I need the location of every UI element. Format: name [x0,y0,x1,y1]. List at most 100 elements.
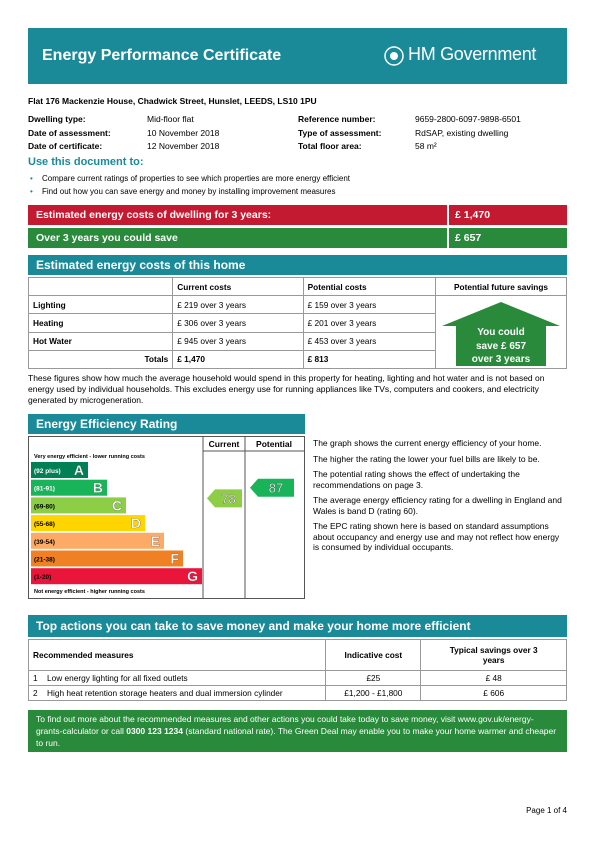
rating-band [31,532,164,549]
cell [27,277,174,296]
savings-text: over 3 years [472,354,531,365]
rating-arrow [250,478,294,497]
band-letter: E [151,533,160,549]
band-range: (69-80) [34,503,55,510]
footer-text: To find out more about the recommended m… [36,714,534,736]
cell: £ 306 over 3 years [172,313,304,333]
row: Recommended measures Indicative cost Typ… [27,639,567,671]
cell: Heating [27,313,174,333]
summary-label: Over 3 years you could save [36,232,178,244]
cell: 1 [28,670,43,686]
logo: HM Government [408,44,537,64]
cell: 2 [28,685,43,701]
use-item: Compare current ratings of properties to… [28,174,350,187]
section-header: Estimated energy costs of this home [28,255,567,275]
cell: Lighting [27,294,174,315]
summary-label: Estimated energy costs of dwelling for 3… [36,209,272,221]
summary-value: £ 657 [455,232,482,244]
band-letter: A [74,462,84,478]
detail-value: 12 November 2018 [147,141,220,151]
summary-save: Over 3 years you could save £ 657 [28,228,567,248]
use-item: Find out how you can save energy and mon… [28,187,350,200]
row: Totals £ 1,470 £ 813 [27,349,567,370]
divider [447,205,449,225]
rating-band [31,479,107,496]
cell: £ 945 over 3 years [172,331,304,351]
paragraph: The potential rating shows the effect of… [313,469,520,490]
band-range: (92 plus) [34,468,61,475]
cell: £ 159 over 3 years [302,294,437,315]
column-header: Current [209,439,240,449]
cell: £ 813 [302,349,437,370]
footer-text: (standard national rate). The Green Deal… [36,726,557,748]
detail-value: Mid-floor flat [147,114,194,124]
cell: Low energy lighting for all fixed outlet… [43,670,327,686]
band-letter: F [170,551,179,567]
row: 1 Low energy lighting for all fixed outl… [28,670,567,686]
rating-value: 87 [269,481,283,496]
rating-band [31,568,202,585]
header-bar: Energy Performance Certificate HM Govern… [28,28,567,84]
band-letter: C [112,497,122,513]
title: Energy Performance Certificate [42,47,282,64]
cell: Hot Water [27,331,174,351]
band-range: (21-38) [34,557,55,564]
cell: £25 [325,670,422,686]
rating-chart: Current Potential Very energy efficient … [28,436,305,599]
crest [384,46,404,66]
band-range: (1-20) [34,574,51,581]
cell: £1,200 - £1,800 [325,685,422,701]
cell: Totals [27,349,174,370]
detail-label: Type of assessment: [298,127,382,138]
savings-cell: You could save £ 657 over 3 years [435,295,567,369]
detail-label: Date of assessment: [28,127,111,138]
rating-value: 78 [221,491,235,506]
section-header: Top actions you can take to save money a… [28,615,567,637]
summary-value: £ 1,470 [455,209,491,221]
detail-value: 9659-2800-6097-9898-6501 [415,114,521,124]
detail-label: Dwelling type: [28,114,86,124]
top-label: Very energy efficient - lower running co… [34,454,145,460]
detail-value: 58 m² [415,141,437,151]
footer-box: To find out more about the recommended m… [28,710,567,752]
rating-band [31,497,126,514]
cell: £ 48 [420,670,567,686]
cell: Recommended measures [27,639,327,671]
detail-value: RdSAP, existing dwelling [415,127,509,138]
costs-table: Current costs Potential costs Potential … [27,277,567,370]
cell: Current costs [172,277,304,296]
use-list: Compare current ratings of properties to… [28,174,350,200]
costs-note: These figures show how much the average … [28,373,545,405]
row: Lighting £ 219 over 3 years £ 159 over 3… [27,294,567,369]
bottom-label: Not energy efficient - higher running co… [34,589,145,595]
cell: Potential future savings [435,277,567,296]
rating-band [31,515,145,532]
rating-text: The graph shows the current energy effic… [313,438,567,558]
paragraph: The average energy efficiency rating for… [313,495,562,516]
rating-band [31,462,88,478]
row: Current costs Potential costs Potential … [27,277,567,296]
divider [447,228,449,248]
detail-label: Total floor area: [298,141,362,151]
cell: High heat retention storage heaters and … [43,685,327,701]
cell: £ 219 over 3 years [172,294,304,315]
page-number: Page 1 of 4 [526,806,567,815]
band-range: (55-68) [34,521,55,528]
savings-text: You could [477,327,525,338]
column-header: Potential [256,439,292,449]
band-letter: D [131,515,141,531]
detail-label: Reference number: [298,114,376,124]
cell: Indicative cost [325,639,422,671]
band-range: (81-91) [34,486,55,493]
cell: £ 1,470 [172,349,304,370]
rating-band [31,550,183,567]
band-range: (39-54) [34,539,55,546]
footer-phone: 0300 123 1234 [126,726,183,736]
savings-arrow: You could save £ 657 over 3 years [442,302,560,366]
detail-value: 10 November 2018 [147,127,220,138]
paragraph: The higher the rating the lower your fue… [313,453,540,464]
paragraph: The graph shows the current energy effic… [313,438,542,448]
